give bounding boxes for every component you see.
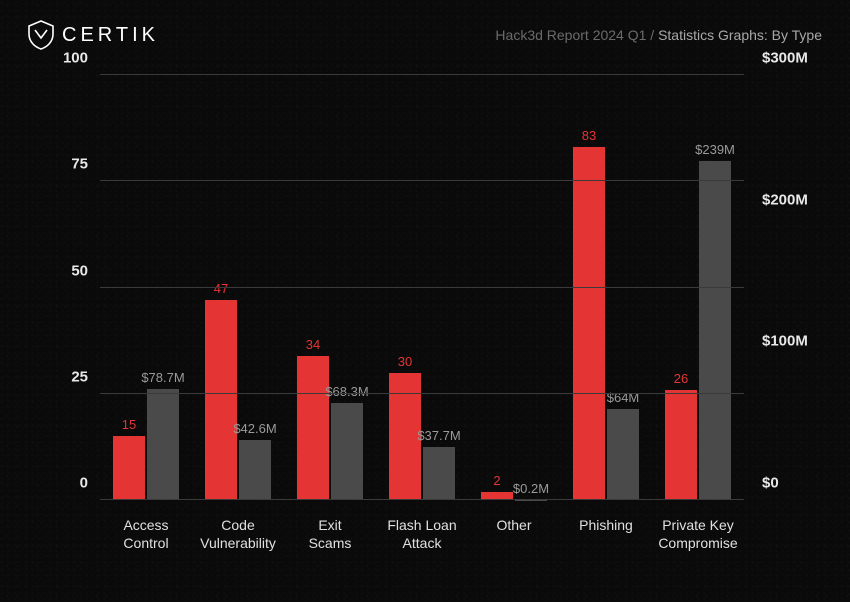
bar-count: 30 [389, 373, 421, 501]
x-label: Phishing [560, 508, 652, 578]
gridline [100, 393, 744, 394]
y-tick-left: 100 [28, 50, 98, 67]
category-group: 83$64M [560, 75, 652, 500]
y-tick-right: $100M [752, 333, 822, 350]
y-axis-right: $0$100M$200M$300M [752, 75, 822, 500]
y-tick-left: 0 [28, 475, 98, 492]
gridline [100, 74, 744, 75]
bar-amount: $78.7M [147, 389, 179, 500]
bar-amount-label: $68.3M [325, 384, 368, 403]
bar-count: 15 [113, 436, 145, 500]
y-tick-left: 25 [28, 368, 98, 385]
bar-count-label: 26 [674, 371, 688, 390]
breadcrumb: Hack3d Report 2024 Q1 / Statistics Graph… [495, 27, 822, 43]
bar-amount: $42.6M [239, 440, 271, 500]
y-tick-right: $300M [752, 50, 822, 67]
logo: CERTIK [28, 20, 159, 50]
bar-count-label: 47 [214, 281, 228, 300]
gridline [100, 287, 744, 288]
gridline [100, 499, 744, 500]
bar-count-label: 34 [306, 337, 320, 356]
bar-amount: $64M [607, 409, 639, 500]
category-group: 34$68.3M [284, 75, 376, 500]
header: CERTIK Hack3d Report 2024 Q1 / Statistic… [28, 20, 822, 50]
bar-amount: $37.7M [423, 447, 455, 500]
bar-count-label: 2 [493, 473, 500, 492]
y-tick-left: 50 [28, 262, 98, 279]
x-label: Other [468, 508, 560, 578]
x-label: Flash LoanAttack [376, 508, 468, 578]
y-tick-right: $200M [752, 191, 822, 208]
logo-text: CERTIK [62, 24, 159, 47]
y-tick-right: $0 [752, 475, 822, 492]
bar-amount-label: $78.7M [141, 370, 184, 389]
y-axis-left: 0255075100 [28, 75, 98, 500]
bars-area: 15$78.7M47$42.6M34$68.3M30$37.7M2$0.2M83… [100, 75, 744, 500]
plot-area: 15$78.7M47$42.6M34$68.3M30$37.7M2$0.2M83… [100, 75, 744, 500]
breadcrumb-prefix: Hack3d Report 2024 Q1 / [495, 27, 658, 43]
bar-count: 34 [297, 356, 329, 501]
category-group: 47$42.6M [192, 75, 284, 500]
x-label: AccessControl [100, 508, 192, 578]
x-label: Private KeyCompromise [652, 508, 744, 578]
category-group: 30$37.7M [376, 75, 468, 500]
bar-count: 83 [573, 147, 605, 500]
breadcrumb-current: Statistics Graphs: By Type [658, 27, 822, 43]
x-label: CodeVulnerability [192, 508, 284, 578]
bar-count: 47 [205, 300, 237, 500]
chart: 0255075100 $0$100M$200M$300M 15$78.7M47$… [28, 70, 822, 578]
bar-amount-label: $239M [695, 142, 735, 161]
bar-amount-label: $0.2M [513, 481, 549, 500]
bar-count-label: 30 [398, 354, 412, 373]
bar-count-label: 15 [122, 417, 136, 436]
bar-amount: $239M [699, 161, 731, 500]
bar-amount-label: $37.7M [417, 428, 460, 447]
y-tick-left: 75 [28, 156, 98, 173]
bar-count-label: 83 [582, 128, 596, 147]
category-group: 26$239M [652, 75, 744, 500]
bar-count: 26 [665, 390, 697, 501]
x-axis-labels: AccessControlCodeVulnerabilityExitScamsF… [100, 508, 744, 578]
bar-amount-label: $42.6M [233, 421, 276, 440]
bar-amount: $68.3M [331, 403, 363, 500]
category-group: 2 $0.2M [468, 75, 560, 500]
gridline [100, 180, 744, 181]
shield-logo-icon [28, 20, 54, 50]
x-label: ExitScams [284, 508, 376, 578]
category-group: 15$78.7M [100, 75, 192, 500]
